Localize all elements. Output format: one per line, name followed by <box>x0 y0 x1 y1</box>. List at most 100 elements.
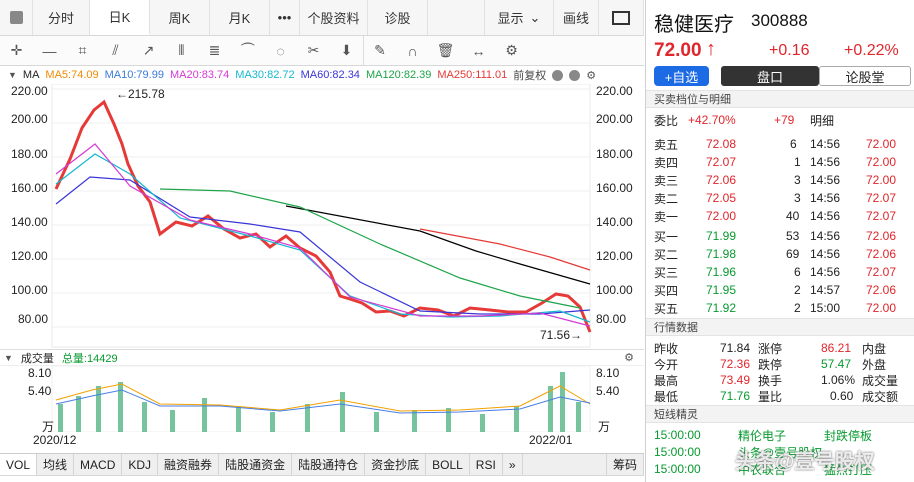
tab-more[interactable]: ••• <box>270 0 300 35</box>
ma250-line <box>285 205 591 285</box>
tab-weekly[interactable]: 周K <box>150 0 210 35</box>
crosshair-icon[interactable]: ✛ <box>10 42 23 58</box>
wave-tool-icon[interactable]: ⏜ <box>240 42 255 58</box>
stock-code: 300888 <box>751 11 808 30</box>
vol-axis-right-810: 8.10 <box>596 366 620 380</box>
tab-diagnosis[interactable]: 诊股 <box>368 0 428 35</box>
order-book-tab[interactable]: 盘口 <box>721 66 819 86</box>
tab-vol[interactable]: VOL <box>0 454 38 475</box>
layout-toggle[interactable] <box>599 0 644 35</box>
discussion-tab[interactable]: 论股堂 <box>819 66 911 86</box>
price-axis-right-100: 100.00 <box>596 283 633 297</box>
tab-ma[interactable]: 均线 <box>37 454 75 475</box>
bid-ratio-row: 委比 +42.70% +79 明细 <box>654 113 835 128</box>
tab-bottom-fishing[interactable]: 资金抄底 <box>365 454 427 475</box>
ma60-label: MA60:82.34 <box>300 69 360 81</box>
price-axis-left-140: 140.00 <box>11 215 48 229</box>
price-axis-left-200: 200.00 <box>11 112 48 126</box>
price-change-pct: +0.22% <box>844 42 899 59</box>
tab-northbound-holdings[interactable]: 陆股通持仓 <box>292 454 366 475</box>
delete-tool-icon[interactable]: 🗑 <box>436 42 455 58</box>
settings-tool-icon[interactable]: ⚙ <box>505 42 518 58</box>
settings-icon[interactable]: ⚙ <box>586 69 597 82</box>
quote-panel: 稳健医疗 300888 72.00 ↑ +0.16 +0.22% +自选 盘口 … <box>645 0 914 482</box>
order-row: 卖三 72.06 3 14:56 72.00 <box>654 173 897 188</box>
draw-line-button[interactable]: 画线 <box>554 0 599 35</box>
collapse-volume-icon[interactable]: ▼ <box>4 352 13 363</box>
view-toggle[interactable] <box>0 0 33 35</box>
quote-row: 最高 73.49 换手 1.06% 成交量 <box>654 373 899 388</box>
panel-icon <box>612 10 630 25</box>
volume-chart[interactable] <box>0 366 644 432</box>
tab-profile[interactable]: 个股资料 <box>300 0 368 35</box>
vol-axis-left-810: 8.10 <box>28 366 52 380</box>
ma120-label: MA120:82.39 <box>365 69 432 81</box>
quote-row: 最低 71.76 量比 0.60 成交额 <box>654 389 899 404</box>
vol-axis-right-540: 5.40 <box>596 384 620 398</box>
display-dropdown[interactable]: 显示 ⌄ <box>484 0 554 35</box>
date-start: 2020/12 <box>33 433 77 447</box>
vol-axis-right-unit: 万 <box>598 420 611 434</box>
line-tool-icon[interactable]: — <box>42 42 57 59</box>
tab-rsi[interactable]: RSI <box>470 454 503 475</box>
price-axis-left-160: 160.00 <box>11 181 48 195</box>
remove-indicator-icon[interactable] <box>569 69 581 81</box>
adjust-label[interactable]: 前复权 <box>513 70 547 82</box>
price-axis-right-220: 220.00 <box>596 84 633 98</box>
alert-row[interactable]: 15:00:00 中农联合 猛烈打压 <box>654 462 873 477</box>
tab-boll[interactable]: BOLL <box>426 454 470 475</box>
fan-tool-icon[interactable]: ⫽ <box>112 42 119 58</box>
cycle-tool-icon[interactable]: ◌ <box>276 42 285 59</box>
tab-chips[interactable]: 筹码 <box>605 454 644 475</box>
kline-chart[interactable]: ←215.78 71.56→ <box>0 84 644 349</box>
pen-tool-icon[interactable]: ✎ <box>363 36 396 65</box>
alert-row[interactable]: 15:00:00 头条@壹号股权 <box>654 445 823 460</box>
quote-row: 昨收 71.84 涨停 86.21 内盘 <box>654 341 887 356</box>
order-row: 买三 71.96 6 14:56 72.07 <box>654 265 897 280</box>
collapse-icon[interactable]: ▼ <box>8 70 17 80</box>
stock-name: 稳健医疗 <box>654 14 734 36</box>
order-row: 卖一 72.00 40 14:56 72.07 <box>654 209 897 224</box>
add-watchlist-button[interactable]: +自选 <box>654 66 709 86</box>
low-annotation: 71.56→ <box>540 328 582 342</box>
tab-macd[interactable]: MACD <box>74 454 123 475</box>
tab-daily[interactable]: 日K <box>90 0 150 35</box>
fit-tool-icon[interactable]: ↔ <box>471 42 486 59</box>
magnet-tool-icon[interactable]: ∩ <box>407 42 418 59</box>
order-row: 买四 71.95 2 14:57 72.06 <box>654 283 897 298</box>
tab-margin[interactable]: 融资融券 <box>158 454 220 475</box>
tab-kdj[interactable]: KDJ <box>122 454 159 475</box>
ma20-label: MA20:83.74 <box>169 69 230 81</box>
drawing-toolbar: ✛ — ⌗ ⫽ ↗ ⫴ ≣ ⏜ ◌ ✂ ⬇ ✎ ∩ 🗑 ↔ ⚙ <box>0 36 644 66</box>
tab-northbound-funds[interactable]: 陆股通资金 <box>219 454 293 475</box>
ruler-tool-icon[interactable]: ✂ <box>307 42 320 58</box>
quote-data-title: 行情数据 <box>646 318 914 336</box>
tab-intraday[interactable]: 分时 <box>33 0 90 35</box>
crop-tool-icon[interactable]: ⌗ <box>78 42 87 58</box>
ma5-label: MA5:74.09 <box>45 69 99 81</box>
high-annotation: ←215.78 <box>116 87 165 101</box>
ma120-line <box>159 188 581 309</box>
order-row: 买五 71.92 2 15:00 72.00 <box>654 301 897 316</box>
add-indicator-icon[interactable] <box>552 69 564 81</box>
bars-tool-icon[interactable]: ⫴ <box>178 42 185 58</box>
price-axis-left-100: 100.00 <box>11 283 48 297</box>
price-axis-right-80: 80.00 <box>596 312 627 326</box>
order-row: 卖五 72.08 6 14:56 72.00 <box>654 137 897 152</box>
price-axis-right-140: 140.00 <box>596 215 633 229</box>
tab-more-indicators[interactable]: » <box>503 454 523 475</box>
period-tabs: 分时 日K 周K 月K ••• 个股资料 诊股 显示 ⌄ 画线 <box>0 0 644 36</box>
arrow-tool-icon[interactable]: ⬇ <box>340 42 353 58</box>
fib-tool-icon[interactable]: ≣ <box>208 42 221 58</box>
segment-tool-icon[interactable]: ↗ <box>142 42 155 58</box>
price-axis-left-80: 80.00 <box>18 312 49 326</box>
volume-header: ▼ 成交量 总量:14429 ⚙ <box>0 349 644 366</box>
ma-label: MA <box>22 69 40 81</box>
volume-title: 成交量 <box>20 352 54 365</box>
tab-monthly[interactable]: 月K <box>210 0 270 35</box>
ma250-red <box>419 228 591 271</box>
alert-row[interactable]: 15:00:00 精伦电子 封跌停板 <box>654 428 873 443</box>
price-axis-left-120: 120.00 <box>11 249 48 263</box>
volume-settings-icon[interactable]: ⚙ <box>624 352 634 364</box>
price-axis-left-180: 180.00 <box>11 147 48 161</box>
